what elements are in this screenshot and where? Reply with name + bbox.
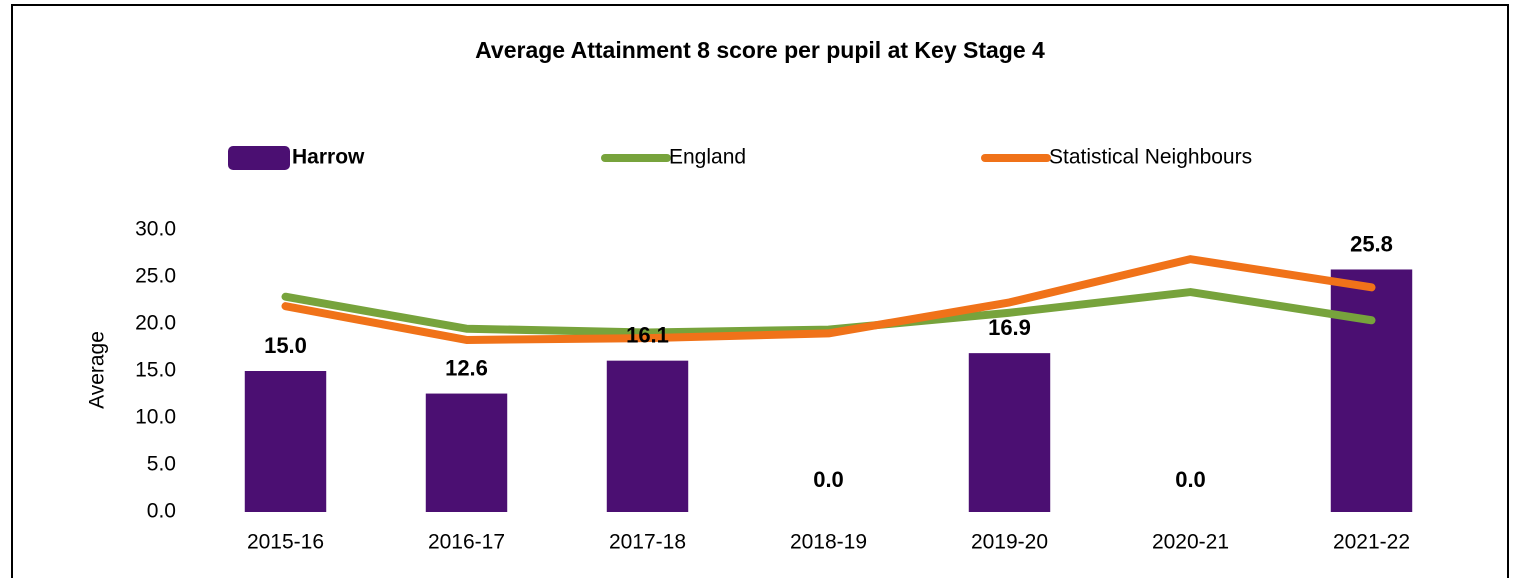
data-label: 16.1 bbox=[626, 322, 669, 347]
y-tick-label: 5.0 bbox=[147, 453, 176, 476]
data-label: 15.0 bbox=[264, 333, 307, 358]
line bbox=[281, 255, 1376, 344]
data-label: 16.9 bbox=[988, 315, 1031, 340]
x-tick-label: 2020-21 bbox=[1152, 531, 1229, 554]
y-tick-label: 15.0 bbox=[135, 359, 176, 382]
legend-label: Harrow bbox=[292, 146, 365, 169]
bar bbox=[968, 353, 1051, 512]
x-tick-label: 2015-16 bbox=[247, 531, 324, 554]
line bbox=[281, 288, 1376, 337]
chart-frame bbox=[11, 4, 1509, 578]
data-label: 0.0 bbox=[1175, 467, 1206, 492]
y-tick-label: 25.0 bbox=[135, 265, 176, 288]
y-axis-label: Average bbox=[86, 331, 109, 409]
y-tick-label: 10.0 bbox=[135, 406, 176, 429]
bar bbox=[606, 360, 689, 512]
x-tick-label: 2018-19 bbox=[790, 531, 867, 554]
x-tick-label: 2017-18 bbox=[609, 531, 686, 554]
y-tick-label: 0.0 bbox=[147, 500, 176, 523]
x-tick-label: 2019-20 bbox=[971, 531, 1048, 554]
legend-label: England bbox=[669, 146, 746, 169]
data-label: 0.0 bbox=[813, 467, 844, 492]
y-tick-label: 20.0 bbox=[135, 312, 176, 335]
x-tick-label: 2016-17 bbox=[428, 531, 505, 554]
x-tick-label: 2021-22 bbox=[1333, 531, 1410, 554]
legend-swatch bbox=[228, 146, 290, 170]
y-tick-label: 30.0 bbox=[135, 218, 176, 241]
bar bbox=[1330, 269, 1413, 512]
bar bbox=[244, 371, 327, 512]
bar bbox=[425, 393, 508, 512]
data-label: 25.8 bbox=[1350, 231, 1393, 256]
data-label: 12.6 bbox=[445, 355, 488, 380]
chart-title: Average Attainment 8 score per pupil at … bbox=[475, 37, 1045, 63]
legend-label: Statistical Neighbours bbox=[1049, 146, 1252, 169]
